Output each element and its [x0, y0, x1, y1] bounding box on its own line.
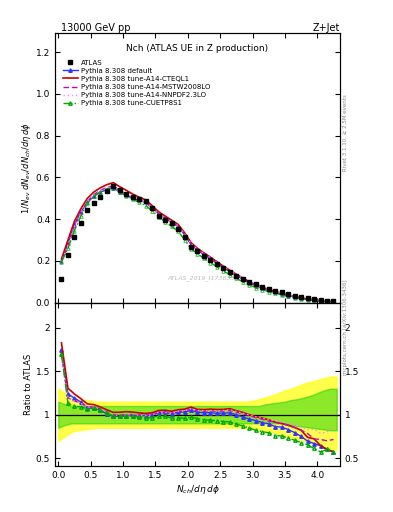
Text: 13000 GeV pp: 13000 GeV pp — [61, 23, 130, 32]
Text: ATLAS_2019_I1736531: ATLAS_2019_I1736531 — [167, 275, 239, 281]
Legend: ATLAS, Pythia 8.308 default, Pythia 8.308 tune-A14-CTEQL1, Pythia 8.308 tune-A14: ATLAS, Pythia 8.308 default, Pythia 8.30… — [61, 58, 211, 108]
Text: Rivet 3.1.10, ≥ 2.5M events: Rivet 3.1.10, ≥ 2.5M events — [343, 95, 348, 172]
Text: mcplots.cern.ch [arXiv:1306.3436]: mcplots.cern.ch [arXiv:1306.3436] — [343, 280, 348, 375]
Y-axis label: Ratio to ATLAS: Ratio to ATLAS — [24, 354, 33, 415]
Text: Nch (ATLAS UE in Z production): Nch (ATLAS UE in Z production) — [127, 44, 268, 53]
X-axis label: $N_{ch}/d\eta\,d\phi$: $N_{ch}/d\eta\,d\phi$ — [176, 482, 219, 496]
Y-axis label: $1/N_{ev}\;dN_{ev}/dN_{ch}/d\eta\,d\phi$: $1/N_{ev}\;dN_{ev}/dN_{ch}/d\eta\,d\phi$ — [20, 122, 33, 214]
Text: Z+Jet: Z+Jet — [312, 23, 340, 32]
